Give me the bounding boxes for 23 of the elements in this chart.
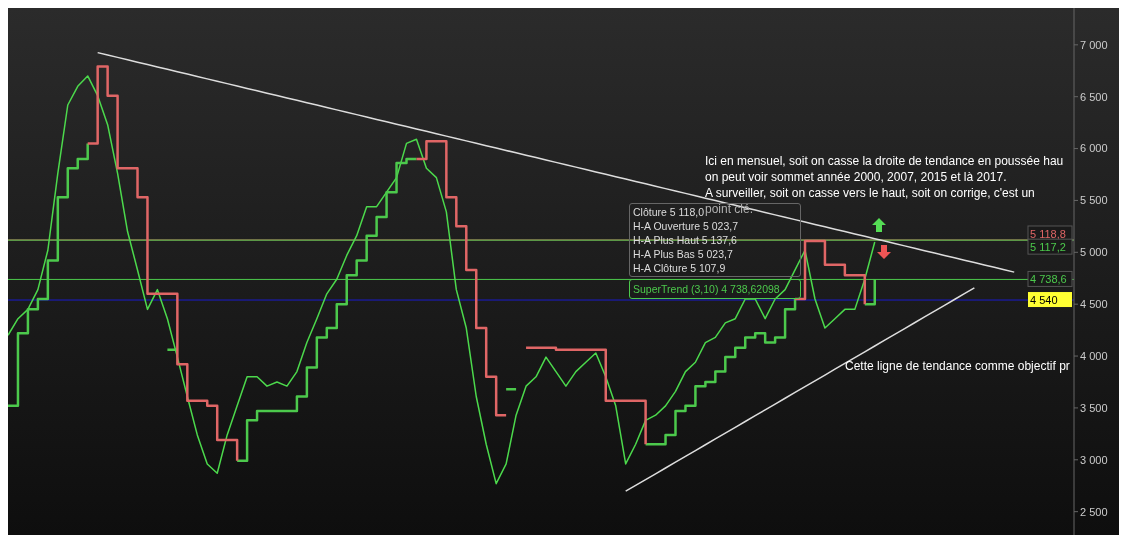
y-tick-label: 5 500 (1080, 194, 1108, 207)
annotation: on peut voir sommet année 2000, 2007, 2015 et là 2017. (705, 170, 1007, 184)
ref-line-label: 4 738,6 (1030, 273, 1067, 286)
annotation: Cette ligne de tendance comme objectif pr (845, 359, 1070, 373)
annotation: Clôture 5 118,0 (633, 206, 705, 218)
y-tick-label: 2 500 (1080, 505, 1108, 518)
y-tick-label: 6 500 (1080, 90, 1108, 103)
annotation: H-A Clôture 5 107,9 (633, 261, 727, 275)
annotation: H-A Plus Bas 5 023,7 (633, 247, 734, 261)
info-panel: SuperTrend (3,10) 4 738,62098 (629, 279, 801, 299)
y-tick-label: 6 000 (1080, 142, 1108, 155)
y-tick-label: 3 500 (1080, 401, 1108, 414)
annotation: Ici en mensuel, soit on casse la droite de tendance en poussée hau (705, 154, 1064, 168)
ref-line-label: 5 117,2 (1030, 241, 1066, 254)
y-tick-label: 3 000 (1080, 453, 1108, 466)
ref-line-label: 4 540 (1030, 294, 1058, 307)
y-tick-label: 5 000 (1080, 246, 1108, 259)
y-tick-label: 7 000 (1080, 38, 1108, 51)
annotation: A surveiller, soit on casse vers le haut, soit on corrige, c'est un (705, 186, 1035, 200)
ref-line-label: 5 118,8 (1030, 227, 1066, 240)
y-tick-label: 4 500 (1080, 298, 1108, 311)
y-tick-label: 4 000 (1080, 349, 1108, 362)
annotation: H-A Ouverture 5 023,7 (633, 219, 740, 233)
